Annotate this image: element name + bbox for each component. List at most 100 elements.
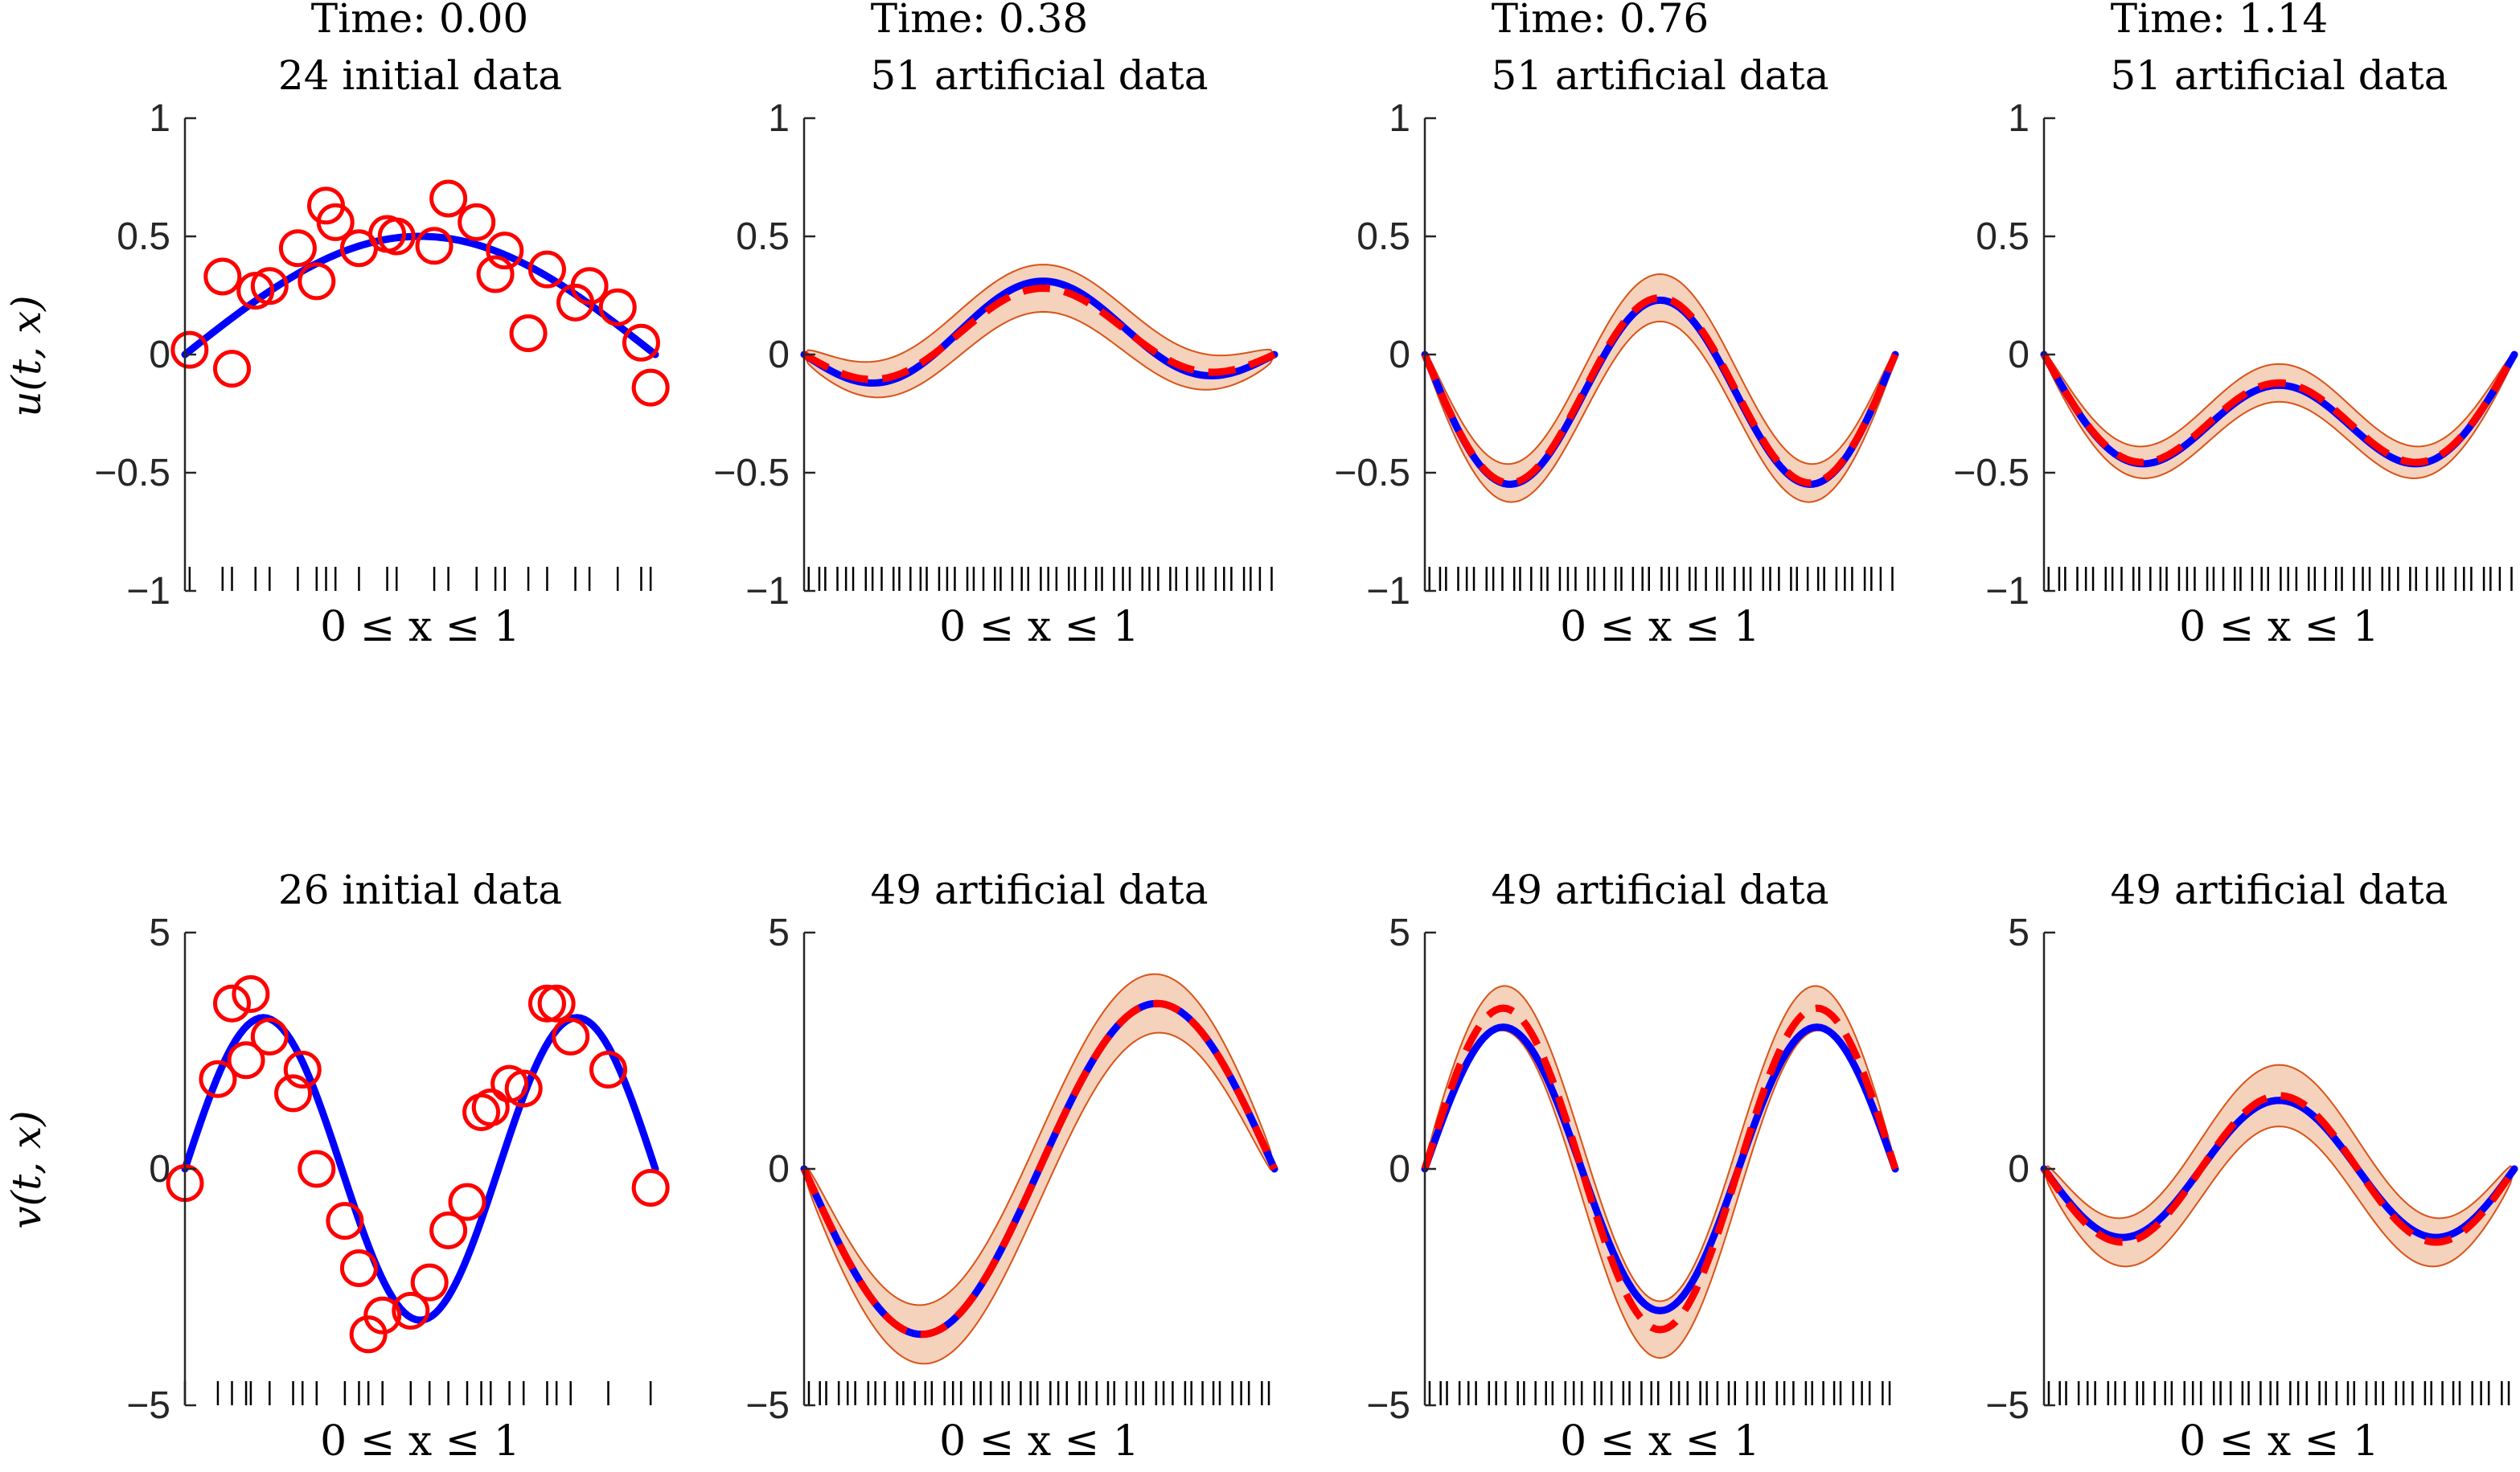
data-point [458, 203, 496, 241]
y-tick-label: −5 [1985, 1384, 2030, 1427]
panel-title: 49 artificial data [2110, 867, 2448, 913]
data-point [429, 179, 468, 218]
panel-u-1: 51 artificial data −1 −0.5 0 0.5 1 0 ≤ x ≤ 1 [713, 52, 1278, 651]
y-tick-label: −0.5 [713, 452, 790, 494]
panel-title: 49 artificial data [1491, 867, 1828, 913]
data-point [250, 267, 289, 305]
panel-u-3: 51 artificial data −1 −0.5 0 0.5 1 0 ≤ x ≤ 1 [1953, 52, 2518, 651]
y-tick-label: 0 [768, 1148, 790, 1191]
y-tick-label: 5 [1389, 912, 1410, 954]
ylabel-v: v(t, x) [3, 1110, 50, 1228]
panel-title: 49 artificial data [870, 867, 1208, 913]
y-tick-label: 1 [149, 97, 170, 140]
data-point [509, 314, 548, 353]
confidence-band [1425, 274, 1895, 502]
y-tick-label: −0.5 [94, 452, 170, 494]
data-point [232, 974, 270, 1013]
y-tick-label: 0 [1389, 1148, 1410, 1191]
y-tick-label: 0 [149, 334, 170, 376]
data-point [274, 1074, 313, 1113]
panel-title: 24 initial data [278, 52, 562, 99]
time-label-1: Time: 0.38 [871, 0, 1088, 42]
band-upper-edge [1424, 985, 1896, 1302]
data-point [631, 368, 670, 407]
band-lower-edge [2043, 354, 2515, 479]
data-point [278, 229, 317, 268]
data-point [392, 1291, 430, 1330]
y-tick-label: 0.5 [117, 215, 170, 258]
data-point [527, 984, 566, 1023]
data-point [504, 1069, 543, 1108]
y-tick-label: 1 [2008, 97, 2030, 140]
band-upper-edge [1424, 273, 1896, 465]
data-point [429, 1211, 468, 1249]
panel-v-2: 49 artificial data −5 0 5 0 ≤ x ≤ 1 [1366, 867, 1899, 1466]
y-tick-label: 0.5 [736, 215, 790, 258]
data-point [199, 1060, 237, 1098]
data-point [410, 1263, 449, 1302]
data-point [471, 1089, 510, 1127]
data-point [552, 1017, 590, 1056]
x-axis-label: 0 ≤ x ≤ 1 [1560, 603, 1760, 651]
posterior-mean-curve [800, 999, 1278, 1339]
data-point [598, 288, 637, 326]
time-label-2: Time: 0.76 [1492, 0, 1709, 42]
band-upper-edge [2043, 354, 2515, 448]
data-point [415, 227, 454, 265]
posterior-mean-curve [2041, 352, 2518, 466]
band-lower-edge [803, 310, 1275, 399]
y-tick-label: 5 [768, 912, 790, 954]
panel-title: 26 initial data [278, 867, 562, 913]
y-tick-label: −5 [745, 1384, 790, 1427]
x-axis-label: 0 ≤ x ≤ 1 [2179, 1417, 2379, 1466]
time-labels: Time: 0.00 Time: 0.38 Time: 0.76 Time: 1… [311, 0, 2328, 42]
band-upper-edge [2043, 1064, 2515, 1220]
panels: 24 initial data −1 −0.5 0 0.5 1 0 ≤ x ≤ 1 51 ar… [94, 52, 2518, 1466]
x-axis-label: 0 ≤ x ≤ 1 [939, 603, 1139, 651]
x-axis-label: 0 ≤ x ≤ 1 [320, 603, 520, 651]
data-point [316, 203, 355, 241]
data-point [227, 1041, 265, 1080]
truth-curve [181, 1014, 659, 1324]
panel-u-0: 24 initial data −1 −0.5 0 0.5 1 0 ≤ x ≤ 1 [94, 52, 670, 651]
y-tick-label: −5 [1366, 1384, 1410, 1427]
posterior-mean-curve [1421, 293, 1899, 487]
y-tick-label: 0 [2008, 334, 2030, 376]
y-tick-label: −1 [745, 570, 790, 613]
data-point [377, 217, 416, 256]
time-label-0: Time: 0.00 [311, 0, 528, 42]
panel-title: 51 artificial data [870, 52, 1208, 99]
truth-curve [800, 277, 1278, 387]
data-point [570, 267, 609, 305]
posterior-mean-curve [2041, 1092, 2518, 1246]
data-point [448, 1183, 486, 1221]
x-axis-label: 0 ≤ x ≤ 1 [320, 1417, 520, 1466]
truth-curve [2040, 1097, 2518, 1241]
y-tick-label: 0 [768, 334, 790, 376]
y-tick-label: −1 [1985, 570, 2030, 613]
data-point [527, 250, 566, 289]
data-point [213, 984, 251, 1023]
confidence-band [2044, 354, 2514, 478]
y-tick-label: −1 [126, 570, 170, 613]
y-tick-label: 5 [149, 912, 170, 954]
x-axis-label: 0 ≤ x ≤ 1 [2179, 603, 2379, 651]
data-point [622, 323, 660, 362]
band-lower-edge [803, 1031, 1275, 1365]
panel-title: 51 artificial data [2110, 52, 2448, 99]
data-point [349, 1315, 388, 1354]
x-axis-label: 0 ≤ x ≤ 1 [939, 1417, 1139, 1466]
panel-v-0: 26 initial data −5 0 5 0 ≤ x ≤ 1 [126, 867, 670, 1466]
truth-curve [1421, 1023, 1899, 1314]
data-point [170, 330, 209, 369]
y-tick-label: 1 [1389, 97, 1410, 140]
panel-v-1: 49 artificial data −5 0 5 0 ≤ x ≤ 1 [745, 867, 1278, 1466]
posterior-mean-curve [802, 285, 1276, 383]
data-point [283, 1051, 322, 1089]
y-tick-label: −0.5 [1334, 452, 1410, 494]
x-axis-label: 0 ≤ x ≤ 1 [1560, 1417, 1760, 1466]
band-upper-edge [803, 264, 1275, 363]
y-tick-label: 5 [2008, 912, 2030, 954]
data-point [486, 232, 524, 270]
y-tick-label: 0 [149, 1148, 170, 1191]
